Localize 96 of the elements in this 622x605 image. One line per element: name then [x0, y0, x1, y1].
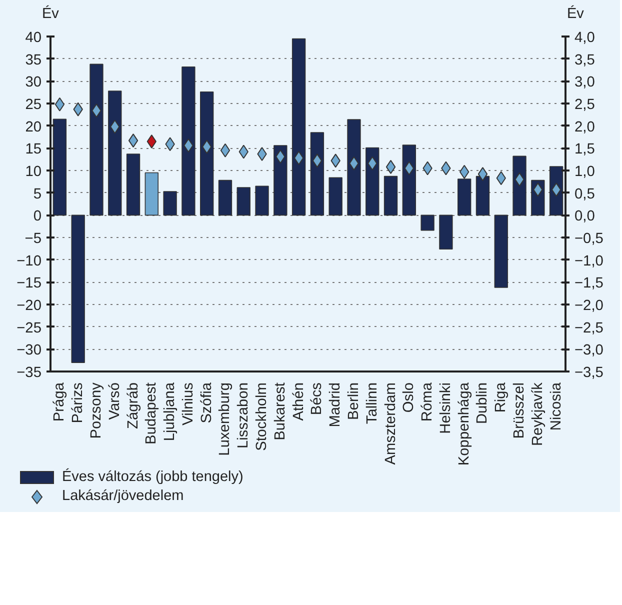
- y2-tick-label: −1,0: [574, 253, 604, 270]
- y-tick-label: 0: [33, 208, 42, 225]
- bar: [90, 64, 104, 216]
- point: [312, 154, 322, 168]
- bar: [310, 132, 324, 216]
- y2-tick-label: 0,5: [574, 186, 595, 202]
- x-tick-label: Ljubljana: [162, 382, 178, 442]
- x-tick-label: Tallinn: [364, 382, 380, 424]
- y-tick-label: −25: [16, 320, 42, 336]
- x-tick-label: Stockholm: [254, 382, 270, 451]
- bar: [255, 186, 269, 216]
- y-tick-label: −10: [16, 253, 42, 270]
- y2-tick-label: 2,0: [574, 119, 595, 136]
- bar: [182, 66, 196, 216]
- bar: [292, 38, 306, 216]
- x-tick-label: Bukarest: [272, 382, 288, 440]
- y-tick-label: 5: [33, 186, 42, 202]
- x-tick-label: Szófia: [198, 382, 215, 424]
- bar: [494, 214, 508, 288]
- bar: [200, 91, 214, 216]
- legend-label: Lakásár/jövedelem: [62, 488, 184, 504]
- x-tick-label: Koppenhága: [456, 382, 472, 466]
- x-tick-label: Luxemburg: [217, 382, 234, 456]
- y2-tick-label: 2,5: [574, 97, 595, 113]
- bar: [163, 191, 177, 216]
- y2-tick-label: 0,0: [574, 208, 595, 225]
- x-tick-label: Vilnius: [180, 382, 196, 426]
- x-tick-label: Madrid: [328, 382, 344, 428]
- bar: [347, 119, 361, 216]
- bar: [126, 154, 140, 216]
- bar: [108, 90, 122, 216]
- bar: [420, 214, 434, 231]
- bar: [52, 118, 67, 216]
- y-tick-label: −20: [16, 298, 42, 314]
- y2-axis-title: Év: [567, 4, 584, 24]
- x-tick-label: Zágráb: [125, 382, 142, 429]
- y2-tick-label: −1,5: [574, 276, 604, 292]
- y-tick-label: −5: [24, 231, 42, 247]
- x-tick-label: Dublin: [474, 382, 491, 424]
- bar: [402, 144, 416, 216]
- x-tick-label: Párizs: [70, 382, 86, 424]
- point: [386, 160, 396, 174]
- bar: [384, 176, 398, 216]
- x-tick-label: Róma: [420, 382, 436, 422]
- point: [54, 97, 65, 112]
- point: [551, 182, 562, 197]
- bar: [512, 156, 526, 216]
- x-tick-label: Riga: [493, 382, 510, 413]
- x-tick-label: Lisszabon: [236, 382, 252, 448]
- y-tick-label: 30: [25, 74, 42, 91]
- x-tick-label: Amszterdam: [382, 382, 399, 465]
- y2-tick-label: −2,0: [574, 298, 604, 314]
- x-tick-label: Brüsszel: [512, 382, 528, 439]
- legend-label: Éves változás (jobb tengely): [62, 469, 244, 485]
- y-tick-label: −30: [16, 342, 42, 359]
- y-tick-label: 35: [25, 52, 42, 68]
- y-tick-label: 25: [25, 97, 42, 113]
- y-axis-title: Év: [42, 4, 59, 24]
- y-tick-label: 20: [25, 119, 42, 136]
- x-tick-label: Nicosia: [548, 382, 564, 431]
- x-tick-label: Oslo: [401, 382, 418, 413]
- y2-tick-label: −2,5: [574, 320, 604, 336]
- y2-tick-label: 4,0: [574, 30, 595, 46]
- point: [478, 167, 488, 182]
- y-tick-label: −35: [16, 365, 42, 381]
- y2-tick-label: 3,5: [574, 52, 595, 68]
- bar: [366, 147, 380, 216]
- x-tick-label: Prága: [52, 382, 68, 422]
- x-tick-label: Helsinki: [438, 382, 454, 434]
- y-tick-label: 10: [25, 164, 42, 180]
- y-tick-label: 40: [25, 30, 42, 46]
- y-tick-label: −15: [16, 276, 42, 292]
- y2-tick-label: −3,5: [574, 365, 604, 381]
- point: [220, 143, 230, 158]
- y2-tick-label: −0,5: [574, 231, 604, 247]
- bar: [274, 145, 288, 216]
- bar: [218, 180, 232, 216]
- x-tick-label: Athén: [290, 382, 307, 421]
- point: [128, 134, 138, 148]
- bar: [144, 172, 158, 216]
- y2-tick-label: 3,0: [574, 74, 595, 91]
- bar: [71, 214, 85, 363]
- x-tick-label: Varsó: [106, 382, 123, 420]
- x-tick-label: Budapest: [144, 382, 160, 444]
- y2-tick-label: 1,5: [574, 142, 595, 158]
- x-tick-label: Bécs: [309, 382, 326, 416]
- y2-tick-label: −3,0: [574, 342, 604, 359]
- x-tick-label: Pozsony: [88, 382, 104, 439]
- x-tick-label: Reykjavík: [530, 382, 546, 446]
- bar: [236, 187, 250, 216]
- y-tick-label: 15: [25, 142, 42, 158]
- x-tick-label: Berlin: [346, 382, 362, 420]
- bar: [439, 214, 453, 250]
- point: [294, 150, 304, 165]
- y2-tick-label: 1,0: [574, 164, 595, 180]
- bar: [328, 177, 342, 216]
